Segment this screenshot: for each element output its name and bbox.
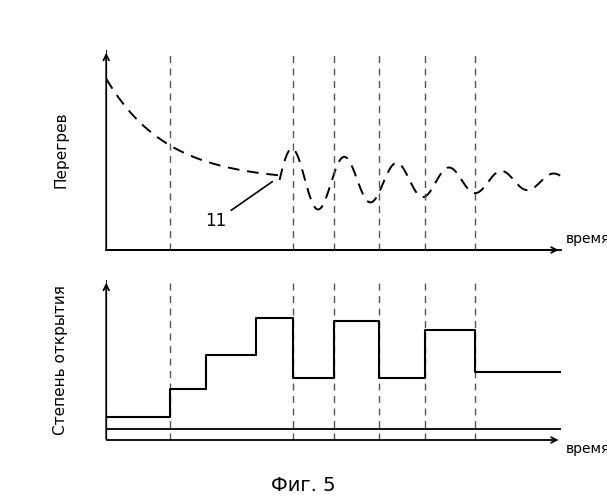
Text: 11: 11 bbox=[205, 182, 273, 230]
Text: Степень открытия: Степень открытия bbox=[53, 285, 68, 435]
Text: Фиг. 5: Фиг. 5 bbox=[271, 476, 336, 495]
Text: время: время bbox=[566, 232, 607, 246]
Text: Перегрев: Перегрев bbox=[53, 112, 68, 188]
Text: время: время bbox=[566, 442, 607, 456]
